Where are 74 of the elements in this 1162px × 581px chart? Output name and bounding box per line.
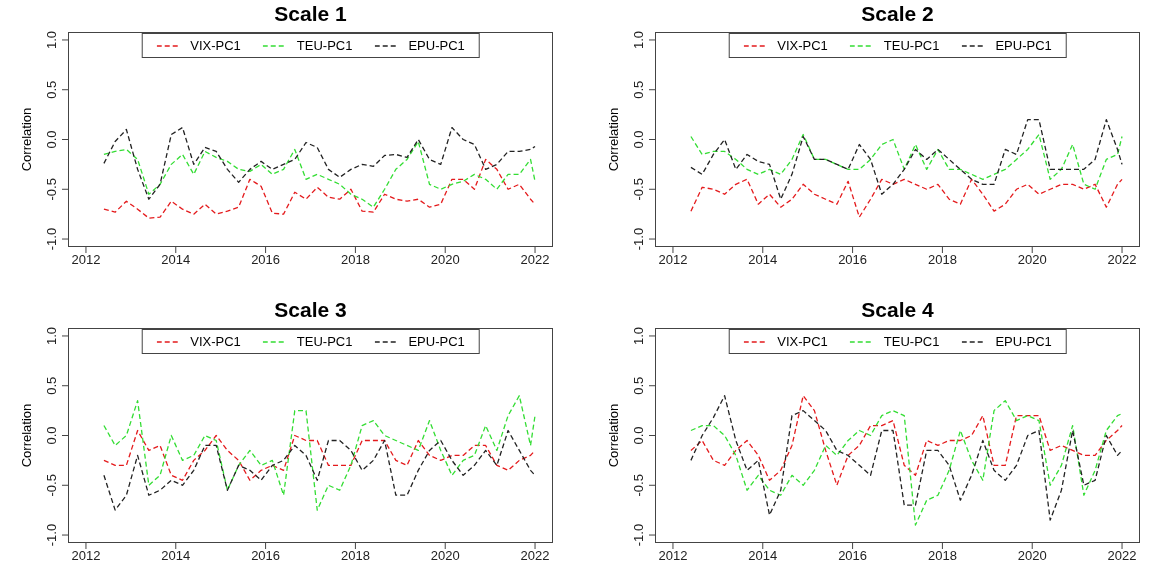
y-axis-title: Correlation [18, 403, 34, 468]
legend-label: EPU-PC1 [408, 38, 465, 53]
x-tick-label: 2014 [748, 252, 778, 268]
legend-label: VIX-PC1 [190, 334, 241, 349]
x-tick-label: 2014 [748, 548, 778, 564]
y-tick-label: 1.0 [44, 326, 59, 345]
line-series [103, 429, 536, 511]
legend-label: EPU-PC1 [995, 334, 1052, 349]
y-tick-label: -1.0 [44, 227, 59, 251]
y-axis-title: Correlation [18, 107, 34, 172]
x-tick-label: 2022 [1107, 548, 1137, 564]
y-tick-label: 0.0 [631, 426, 646, 445]
x-tick-label: 2016 [838, 548, 868, 564]
legend-label: TEU-PC1 [883, 38, 940, 53]
legend-label: TEU-PC1 [883, 334, 940, 349]
y-tick-label: 0.5 [44, 376, 59, 395]
y-tick-label: 0.5 [44, 80, 59, 99]
line-series [103, 158, 536, 219]
y-tick-label: -1.0 [631, 227, 646, 251]
y-tick-label: 0.5 [631, 376, 646, 395]
line-series [690, 118, 1123, 200]
legend-label: EPU-PC1 [995, 38, 1052, 53]
x-tick-label: 2012 [658, 548, 688, 564]
x-tick-label: 2020 [1017, 548, 1047, 564]
y-tick-label: 0.5 [631, 80, 646, 99]
x-tick-label: 2018 [927, 252, 957, 268]
x-tick-label: 2020 [430, 548, 460, 564]
y-tick-label: 1.0 [631, 326, 646, 345]
line-series [103, 429, 536, 481]
x-tick-label: 2020 [1017, 252, 1047, 268]
y-tick-label: -0.5 [631, 178, 646, 201]
x-tick-label: 2016 [838, 252, 868, 268]
x-tick-label: 2012 [658, 252, 688, 268]
line-series [103, 140, 536, 208]
y-tick-label: -0.5 [44, 178, 59, 201]
chart-title: Scale 1 [273, 2, 348, 26]
x-tick-label: 2014 [161, 252, 191, 268]
legend-label: VIX-PC1 [190, 38, 241, 53]
x-tick-label: 2012 [71, 252, 101, 268]
legend-label: EPU-PC1 [408, 334, 465, 349]
chart-title: Scale 4 [860, 298, 935, 322]
y-tick-label: -1.0 [631, 523, 646, 547]
x-tick-label: 2022 [520, 252, 550, 268]
y-tick-label: 0.0 [631, 130, 646, 149]
x-tick-label: 2018 [340, 548, 370, 564]
y-axis-title: Correlation [605, 107, 621, 172]
x-tick-label: 2020 [430, 252, 460, 268]
y-tick-label: 1.0 [631, 30, 646, 49]
line-series [690, 395, 1123, 486]
x-tick-label: 2018 [927, 548, 957, 564]
x-tick-label: 2016 [251, 252, 281, 268]
legend-label: VIX-PC1 [777, 334, 828, 349]
line-series [690, 133, 1123, 190]
chart-title: Scale 3 [273, 298, 348, 322]
x-tick-label: 2012 [71, 548, 101, 564]
legend-label: TEU-PC1 [296, 334, 353, 349]
line-series [690, 178, 1123, 218]
x-tick-label: 2016 [251, 548, 281, 564]
y-tick-label: 0.0 [44, 426, 59, 445]
x-tick-label: 2014 [161, 548, 191, 564]
legend-label: TEU-PC1 [296, 38, 353, 53]
line-series [103, 126, 536, 200]
y-tick-label: -0.5 [44, 474, 59, 497]
x-tick-label: 2022 [1107, 252, 1137, 268]
y-axis-title: Correlation [605, 403, 621, 468]
x-tick-label: 2018 [340, 252, 370, 268]
y-tick-label: -0.5 [631, 474, 646, 497]
chart-title: Scale 2 [860, 2, 935, 26]
legend-label: VIX-PC1 [777, 38, 828, 53]
y-tick-label: -1.0 [44, 523, 59, 547]
line-series [103, 395, 536, 511]
x-tick-label: 2022 [520, 548, 550, 564]
y-tick-label: 1.0 [44, 30, 59, 49]
y-tick-label: 0.0 [44, 130, 59, 149]
